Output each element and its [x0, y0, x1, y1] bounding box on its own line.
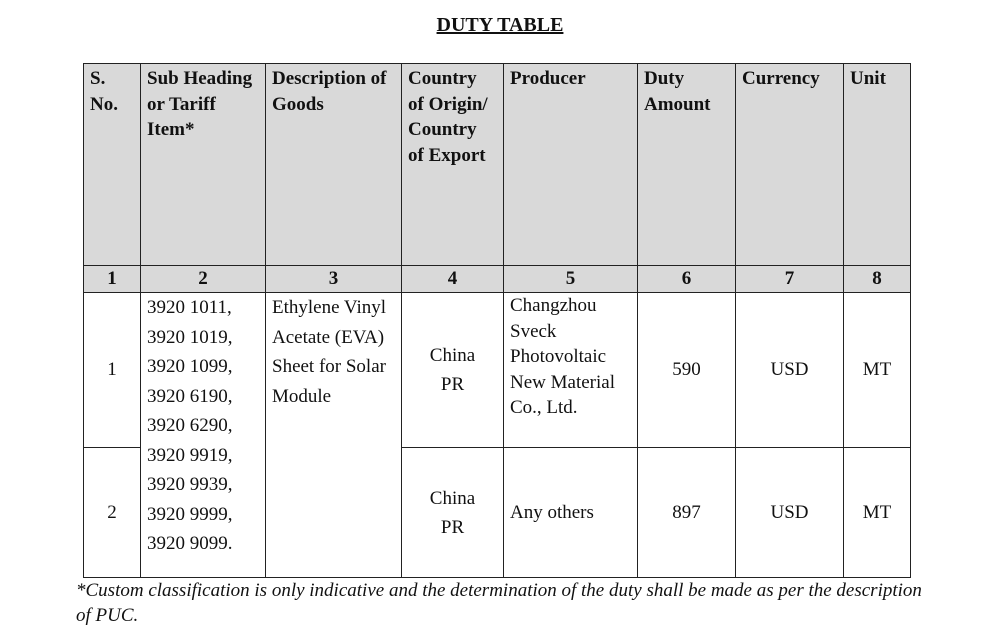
producer: Changzhou Sveck Photovoltaic New Materia… [503, 292, 638, 448]
country-cell: China PR [401, 447, 504, 578]
unit: MT [843, 292, 911, 448]
column-number: 6 [637, 265, 736, 293]
tariff-cell: 3920 1011, 3920 1019, 3920 1099, 3920 61… [140, 292, 266, 578]
column-number: 1 [83, 265, 141, 293]
producer: Any others [503, 447, 638, 578]
column-number: 2 [140, 265, 266, 293]
duty-amount: 590 [637, 292, 736, 448]
column-number: 8 [843, 265, 911, 293]
tariff-item: 3920 1011, [147, 297, 232, 318]
tariff-item: 3920 6290, [147, 415, 233, 436]
column-number: 7 [735, 265, 844, 293]
header-cell: Duty Amount [637, 63, 736, 266]
duty-table: S. No. Sub Heading or Tariff Item* Descr… [83, 63, 911, 578]
column-number: 4 [401, 265, 504, 293]
tariff-item: 3920 9919, [147, 444, 233, 466]
country-cell: China PR [401, 292, 504, 448]
tariff-item: 3920 9999, [147, 503, 233, 525]
duty-amount: 897 [637, 447, 736, 578]
country: China PR [429, 487, 476, 538]
header-row: S. No. Sub Heading or Tariff Item* Descr… [83, 63, 911, 266]
unit: MT [843, 447, 911, 578]
tariff-item: 3920 9099. [147, 533, 233, 554]
column-number: 3 [265, 265, 402, 293]
s-no: 2 [83, 447, 141, 578]
tariff-item: 3920 9939, [147, 474, 233, 495]
header-cell: Producer [503, 63, 638, 266]
header-cell: Description of Goods [265, 63, 402, 266]
currency: USD [735, 447, 844, 578]
column-number-row: 1 2 3 4 5 6 7 8 [83, 265, 911, 293]
tariff-item: 3920 1019, [147, 326, 233, 348]
country: China PR [429, 345, 476, 395]
tariff-item: 3920 1099, [147, 356, 233, 377]
s-no: 1 [83, 292, 141, 448]
title: DUTY TABLE [436, 14, 564, 36]
header-cell: Unit [843, 63, 911, 266]
header-cell: S. No. [83, 63, 141, 266]
table-row: 1 3920 1011, 3920 1019, 3920 1099, 3920 … [83, 292, 911, 578]
header-cell: Currency [735, 63, 844, 266]
currency: USD [735, 292, 844, 448]
column-number: 5 [503, 265, 638, 293]
table-row: 2 China PR Any others 897 USD MT [83, 447, 911, 578]
description: Ethylene Vinyl Acetate (EVA) Sheet for S… [265, 292, 402, 578]
header-cell: Country of Origin/ Country of Export [401, 63, 504, 266]
footnote: *Custom classification is only indicativ… [76, 580, 922, 626]
tariff-item: 3920 6190, [147, 385, 233, 407]
header-cell: Sub Heading or Tariff Item* [140, 63, 266, 266]
